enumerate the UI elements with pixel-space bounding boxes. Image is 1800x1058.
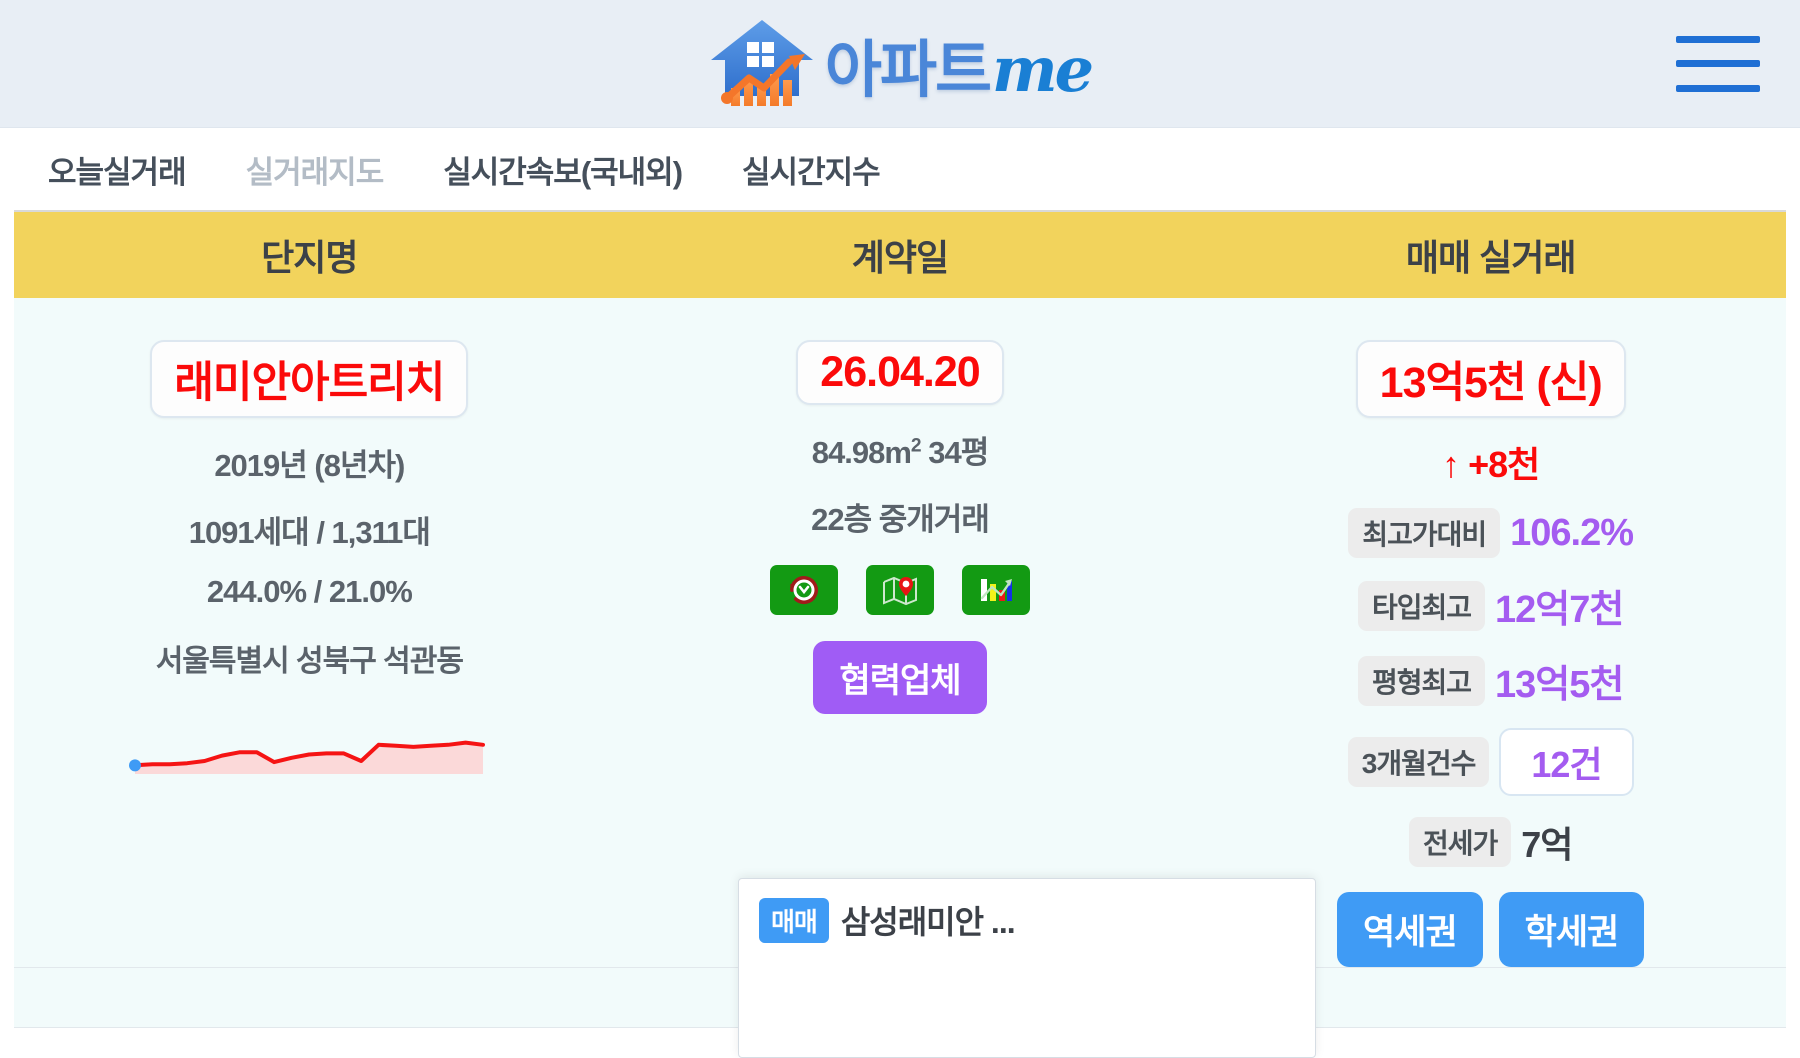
map-pin-icon[interactable] <box>865 565 934 615</box>
house-chart-logo <box>710 19 813 106</box>
deals-table: 단지명 계약일 매매 실거래 래미안아트리치 2019년 (8년차) 1091세… <box>0 210 1800 968</box>
stat-label-size-high: 평형최고 <box>1357 655 1486 706</box>
table-header-row: 단지명 계약일 매매 실거래 <box>14 210 1786 298</box>
floating-card-line: 매매 삼성래미안 ... <box>759 897 1295 943</box>
stat-label-type-high: 타입최고 <box>1357 580 1486 631</box>
sparkline-line <box>133 740 486 768</box>
hamburger-bar-1 <box>1676 35 1760 43</box>
price-sparkline[interactable] <box>24 690 595 780</box>
stat-value-type-high: 12억7천 <box>1495 589 1624 631</box>
nav-item-realtime-index[interactable]: 실시간지수 <box>742 154 881 190</box>
clock-history-glyph <box>789 576 818 605</box>
contract-area: 84.98m2 34평 <box>615 427 1186 472</box>
stat-3month-count: 3개월건수 12건 <box>1205 728 1776 796</box>
stat-value-size-high: 13억5천 <box>1495 664 1624 706</box>
cell-deal: 13억5천 (신) ↑ +8천 최고가대비 106.2% 타입최고 12억7천 … <box>1195 340 1786 967</box>
floating-detail-card[interactable]: 매매 삼성래미안 ... <box>738 878 1316 1058</box>
tag-button-station[interactable]: 역세권 <box>1337 892 1483 967</box>
map-pin-glyph <box>882 576 917 606</box>
deal-change: ↑ +8천 <box>1205 436 1776 488</box>
stat-label-jeonse: 전세가 <box>1408 817 1512 867</box>
deal-tag-buttons: 역세권 학세권 <box>1205 892 1776 967</box>
stat-vs-highest: 최고가대비 106.2% <box>1205 508 1776 558</box>
deal-price[interactable]: 13억5천 (신) <box>1355 340 1626 418</box>
cell-contract: 26.04.20 84.98m2 34평 22층 중개거래 <box>605 340 1196 967</box>
nav-item-deal-map[interactable]: 실거래지도 <box>245 154 385 190</box>
clock-history-icon[interactable] <box>769 565 838 615</box>
cell-complex: 래미안아트리치 2019년 (8년차) 1091세대 / 1,311대 244.… <box>14 340 605 967</box>
floating-card-badge: 매매 <box>759 897 829 943</box>
area-unit: m <box>884 435 912 470</box>
hamburger-bar-2 <box>1676 60 1760 67</box>
partner-company-button[interactable]: 협력업체 <box>813 641 987 714</box>
app-logo[interactable]: 아파트 me <box>709 16 1094 112</box>
main-nav: 오늘실거래 실거래지도 실시간속보(국내외) 실시간지수 <box>0 128 1800 210</box>
hamburger-menu-icon[interactable] <box>1676 35 1760 92</box>
bar-chart-glyph <box>980 579 1012 601</box>
sparkline-svg <box>129 740 486 774</box>
logo-text-en: me <box>992 32 1094 106</box>
nav-item-realtime-news[interactable]: 실시간속보(국내외) <box>443 154 683 190</box>
column-header-contract-date: 계약일 <box>851 237 949 278</box>
complex-name[interactable]: 래미안아트리치 <box>150 340 469 418</box>
contract-date[interactable]: 26.04.20 <box>796 340 1004 405</box>
area-unit-sup: 2 <box>910 435 922 457</box>
column-header-sale-deal: 매매 실거래 <box>1405 237 1577 278</box>
table-row: 래미안아트리치 2019년 (8년차) 1091세대 / 1,311대 244.… <box>14 298 1786 968</box>
area-m2-value: 84.98 <box>811 435 886 470</box>
tag-button-school[interactable]: 학세권 <box>1498 892 1645 967</box>
deal-change-arrow-icon: ↑ <box>1442 444 1460 485</box>
contract-floor-type: 22층 중개거래 <box>811 502 990 537</box>
complex-households: 1091세대 / 1,311대 <box>188 515 431 550</box>
floating-card-text: 삼성래미안 ... <box>840 904 1016 940</box>
nav-item-today-deals[interactable]: 오늘실거래 <box>48 154 187 190</box>
stat-label-3month-count: 3개월건수 <box>1347 737 1490 787</box>
stat-value-vs-highest: 106.2% <box>1510 511 1634 554</box>
stat-label-vs-highest: 최고가대비 <box>1348 508 1501 558</box>
stat-size-high: 평형최고 13억5천 <box>1205 653 1776 708</box>
column-header-complex: 단지명 <box>261 237 358 278</box>
app-header: 아파트 me <box>0 0 1800 128</box>
bar-chart-icon[interactable] <box>961 565 1030 615</box>
complex-ratios: 244.0% / 21.0% <box>206 574 413 609</box>
sparkline-area <box>135 742 484 774</box>
sparkline-start-marker <box>129 759 142 772</box>
stat-value-jeonse: 7억 <box>1521 824 1573 865</box>
complex-address: 서울특별시 성북구 석관동 <box>155 645 464 678</box>
stat-value-3month-count[interactable]: 12건 <box>1499 728 1634 796</box>
hamburger-bar-3 <box>1676 84 1760 92</box>
area-pyeong: 34평 <box>928 435 989 470</box>
logo-text-ko: 아파트 <box>824 35 992 105</box>
deal-change-value: +8천 <box>1468 444 1540 485</box>
stat-type-high: 타입최고 12억7천 <box>1205 578 1776 633</box>
stat-jeonse-price: 전세가 7억 <box>1205 816 1776 868</box>
complex-built-year: 2019년 (8년차) <box>214 448 405 483</box>
contract-icon-row <box>615 565 1186 615</box>
